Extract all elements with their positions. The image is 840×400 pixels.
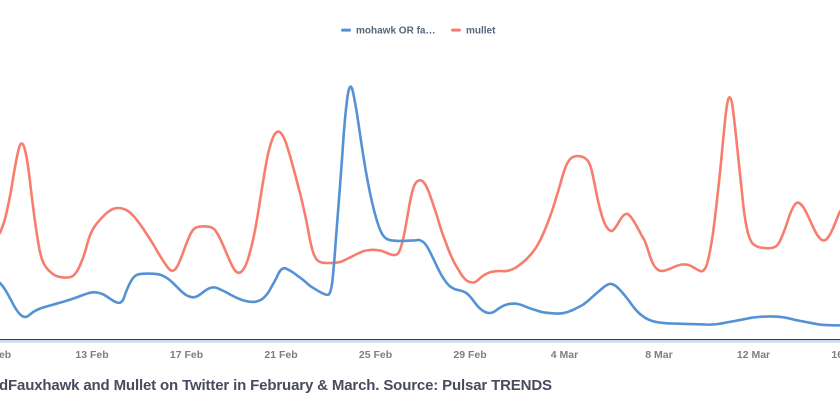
svg-text:mohawk OR fa…: mohawk OR fa… [356, 26, 435, 37]
svg-text:9 Feb: 9 Feb [0, 349, 11, 361]
svg-text:dFauxhawk and Mullet on Twitte: dFauxhawk and Mullet on Twitter in Febru… [0, 377, 552, 394]
svg-text:25 Feb: 25 Feb [359, 349, 392, 361]
svg-text:12 Mar: 12 Mar [737, 349, 770, 361]
svg-text:mullet: mullet [466, 26, 496, 37]
svg-text:21 Feb: 21 Feb [264, 349, 297, 361]
svg-text:13 Feb: 13 Feb [75, 349, 108, 361]
svg-text:16 Mar: 16 Mar [831, 349, 840, 361]
svg-text:8 Mar: 8 Mar [645, 349, 672, 361]
svg-text:29 Feb: 29 Feb [453, 349, 486, 361]
svg-text:4 Mar: 4 Mar [551, 349, 578, 361]
svg-text:17 Feb: 17 Feb [170, 349, 203, 361]
